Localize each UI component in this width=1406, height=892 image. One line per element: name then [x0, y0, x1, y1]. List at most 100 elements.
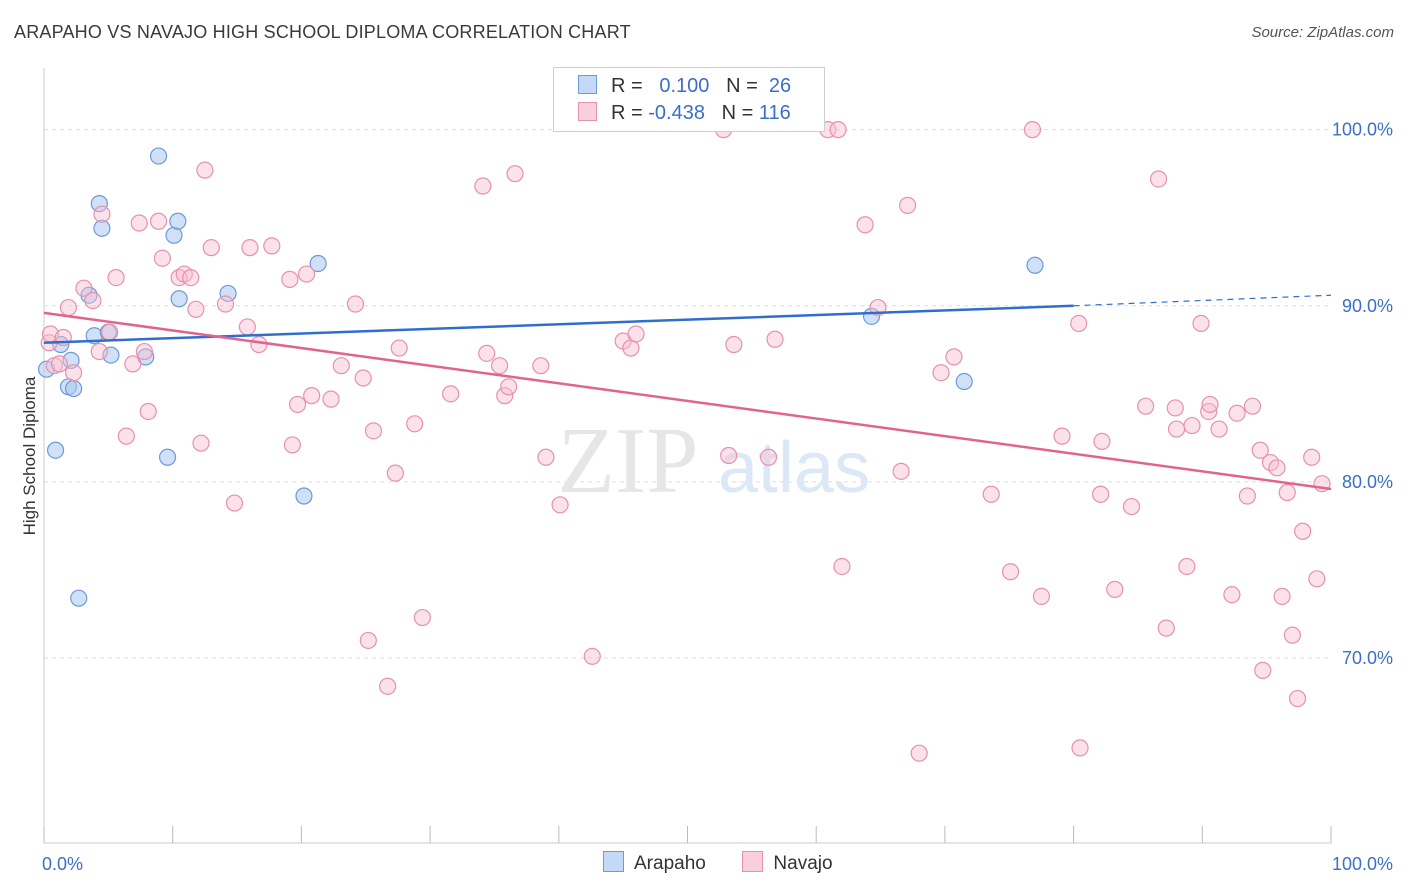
grid-lines [44, 129, 1331, 659]
navajo-point [1149, 170, 1168, 188]
navajo-point [303, 387, 321, 405]
navajo-point [1223, 586, 1241, 604]
navajo-point [84, 291, 102, 310]
navajo-n-label: N = [721, 102, 754, 124]
source-label: Source: ZipAtlas.com [1251, 24, 1394, 41]
navajo-point [932, 364, 950, 382]
arapaho-n-value: 26 [768, 75, 792, 97]
navajo-point [490, 357, 509, 375]
navajo-point [406, 415, 424, 433]
navajo-point [196, 161, 214, 179]
navajo-point [149, 212, 168, 230]
navajo-point [856, 216, 874, 234]
navajo-point [59, 298, 78, 317]
navajo-point [532, 357, 550, 375]
navajo-point [829, 121, 847, 139]
navajo-point [1273, 587, 1291, 606]
navajo-point [1032, 587, 1051, 606]
navajo-point [50, 355, 69, 373]
navajo-point [187, 300, 205, 318]
navajo-point [442, 385, 460, 403]
navajo-point [1157, 619, 1175, 637]
navajo-point [101, 323, 119, 341]
navajo-point [65, 364, 83, 382]
arapaho-swatch [578, 75, 597, 94]
navajo-point [1303, 448, 1321, 466]
navajo-point [1137, 397, 1155, 415]
navajo-r-label: R = [611, 102, 643, 124]
y-tick-label: 80.0% [1342, 472, 1393, 492]
arapaho-point [955, 372, 973, 391]
arapaho-point [170, 290, 188, 308]
arapaho-point [149, 147, 168, 165]
series-legend: Arapaho Navajo [603, 851, 833, 875]
navajo-point [551, 496, 569, 514]
arapaho-point [90, 195, 108, 213]
navajo-point [1122, 497, 1141, 516]
navajo-point [390, 339, 408, 357]
navajo-point [1183, 416, 1201, 435]
navajo-point [1238, 487, 1256, 505]
y-tick-label: 100.0% [1332, 120, 1393, 140]
navajo-point [139, 402, 157, 421]
navajo-point [1308, 570, 1326, 588]
navajo-point [500, 378, 518, 396]
navajo-point [263, 237, 281, 255]
navajo-point [202, 239, 220, 257]
navajo-point [1001, 563, 1020, 581]
navajo-point [346, 295, 365, 313]
navajo-point [322, 390, 340, 408]
navajo-point [75, 279, 93, 297]
navajo-point [359, 631, 377, 650]
navajo-point [182, 269, 200, 287]
arapaho-point [169, 212, 187, 230]
x-tick-marks [43, 826, 1332, 843]
correlation-legend: R = 0.100 N = 26 R = -0.438 N = 116 [553, 67, 825, 132]
chart-title: ARAPAHO VS NAVAJO HIGH SCHOOL DIPLOMA CO… [14, 22, 631, 42]
y-axis-label: High School Diploma [20, 376, 39, 535]
navajo-point [506, 165, 524, 183]
navajo-point [117, 427, 135, 445]
navajo-point [93, 205, 111, 223]
navajo-point [386, 464, 404, 482]
arapaho-points [37, 147, 1044, 607]
navajo-point [283, 436, 301, 454]
navajo-point [1201, 395, 1219, 414]
x-tick-label: 0.0% [42, 854, 83, 874]
navajo-point [537, 448, 555, 466]
navajo-point [1228, 404, 1246, 422]
navajo-point [725, 335, 743, 354]
navajo-point [124, 355, 142, 373]
navajo-point [1092, 485, 1110, 503]
navajo-point [192, 434, 210, 452]
arapaho-r-label: R = [611, 75, 643, 97]
navajo-point [153, 249, 172, 267]
navajo-point [1254, 661, 1272, 679]
navajo-point [759, 448, 778, 466]
navajo-point [1166, 399, 1184, 417]
arapaho-point [309, 254, 327, 273]
navajo-point [1167, 420, 1186, 438]
navajo-point [135, 342, 153, 361]
y-tick-label: 90.0% [1342, 296, 1393, 316]
arapaho-point [158, 448, 177, 466]
navajo-point [332, 357, 350, 375]
navajo-point [1283, 626, 1301, 644]
arapaho-trend-extension [1073, 294, 1332, 307]
arapaho-n-label: N = [726, 75, 758, 97]
x-tick-label: 100.0% [1332, 854, 1393, 874]
navajo-r-value: -0.438 [648, 102, 705, 124]
navajo-point [474, 177, 492, 195]
navajo-point [288, 395, 307, 414]
navajo-point [90, 342, 108, 361]
arapaho-point [1026, 256, 1044, 274]
navajo-point [238, 318, 256, 336]
navajo-point [413, 608, 431, 627]
navajo-point [250, 335, 268, 354]
navajo-point [1278, 483, 1296, 502]
navajo-point [1023, 121, 1042, 139]
navajo-point [1071, 739, 1089, 757]
navajo-point [1070, 314, 1088, 332]
arapaho-point [65, 379, 83, 398]
navajo-point [1210, 420, 1228, 438]
